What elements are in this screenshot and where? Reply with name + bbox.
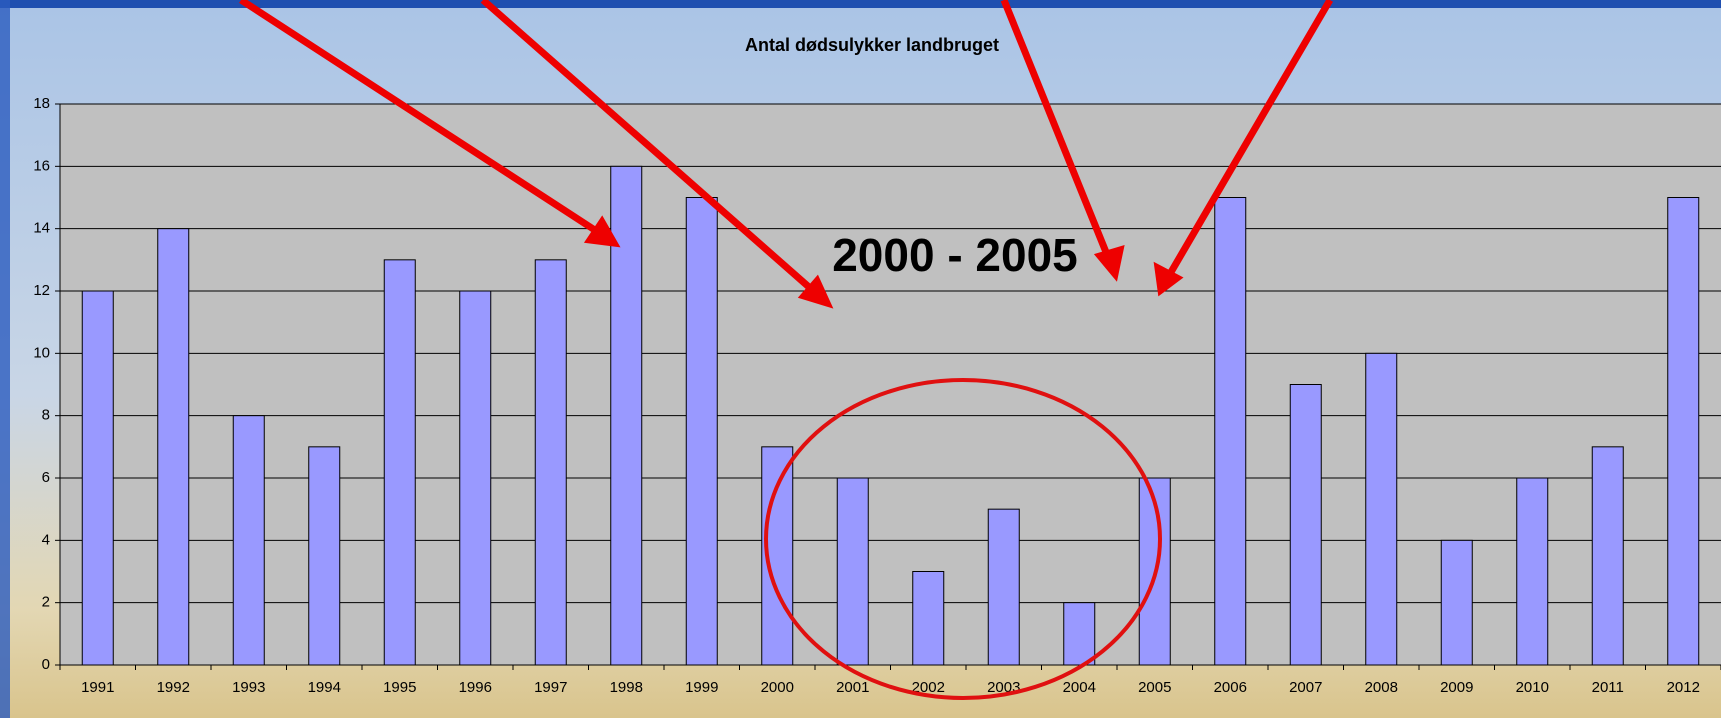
arrows [239,0,1334,309]
x-tick-label: 2000 [761,679,794,696]
arrow [480,0,821,298]
highlight-ellipse [764,378,1162,700]
bar [912,571,945,666]
y-tick-label: 10 [33,344,50,361]
arrow [1000,0,1114,264]
left-band [0,0,10,718]
bar [1591,446,1624,666]
y-tick-label: 18 [33,95,50,112]
y-tick-label: 12 [33,282,50,299]
x-tick-label: 1994 [308,679,341,696]
bar [1289,384,1322,666]
y-tick-label: 2 [42,594,50,611]
x-tick-label: 1999 [685,679,718,696]
y-tick-label: 0 [42,656,50,673]
bar [534,259,567,666]
top-band [0,0,1721,8]
chart-title: Antal dødsulykker landbruget [745,35,999,55]
arrow [1163,0,1334,281]
x-tick-label: 2002 [912,679,945,696]
bar [1063,602,1096,666]
x-tick-label: 1992 [157,679,190,696]
x-tick-label: 2001 [836,679,869,696]
arrow-head [583,215,621,248]
bar [232,415,265,666]
y-tick-label: 14 [33,220,50,237]
arrow [239,0,606,239]
bar [383,259,416,666]
x-tick-label: 1995 [383,679,416,696]
y-tick-label: 16 [33,157,50,174]
x-tick-label: 1997 [534,679,567,696]
arrow-head [1153,261,1184,297]
x-tick-label: 1993 [232,679,265,696]
x-tick-label: 2004 [1063,679,1096,696]
x-tick-label: 2009 [1440,679,1473,696]
annotation: 2000 - 2005 [832,229,1078,281]
bar [157,228,190,666]
x-tick-label: 1991 [81,679,114,696]
bar [1667,197,1700,666]
x-tick-label: 2011 [1592,679,1624,696]
x-tick-label: 2010 [1516,679,1549,696]
x-tick-label: 2008 [1365,679,1398,696]
bar [459,290,492,666]
y-tick-label: 4 [42,531,50,548]
arrow-head [1093,244,1125,282]
y-tick-label: 6 [42,469,50,486]
y-tick-label: 8 [42,407,50,424]
x-tick-label: 1998 [610,679,643,696]
bar [685,197,718,666]
x-tick-label: 2005 [1138,679,1171,696]
x-tick-label: 2006 [1214,679,1247,696]
bar [81,290,114,666]
x-tick-label: 2007 [1289,679,1322,696]
arrow-head [797,274,834,309]
bar [836,477,869,666]
x-tick-label: 1996 [459,679,492,696]
bar [1214,197,1247,666]
x-tick-label: 2012 [1667,679,1700,696]
bar [1516,477,1549,666]
bar [987,508,1020,666]
bar [308,446,341,666]
bar [1440,539,1473,666]
bar [1365,352,1398,666]
bar [610,165,643,666]
